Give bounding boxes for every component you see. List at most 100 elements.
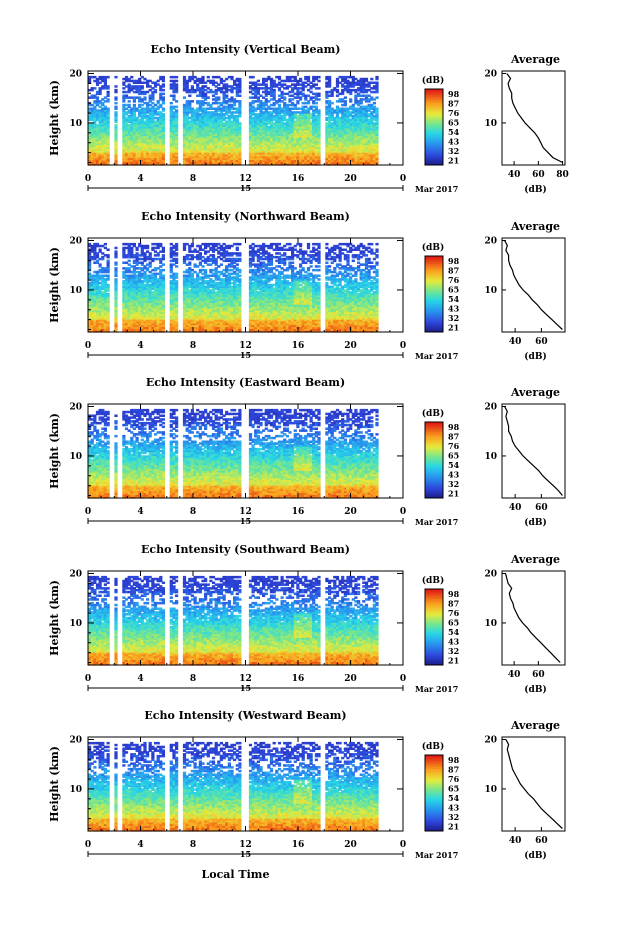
- average-y-tick-label: 10: [484, 119, 497, 129]
- heatmap-cell: [175, 80, 178, 83]
- heatmap-cell: [107, 254, 110, 257]
- heatmap-cell: [130, 76, 133, 79]
- heatmap-cell: [107, 284, 110, 287]
- heatmap-cell: [107, 85, 110, 88]
- heatmap-cell: [162, 113, 165, 116]
- heatmap-cell: [188, 95, 191, 98]
- colorbar-unit: (dB): [422, 75, 444, 86]
- heatmap-cell: [317, 109, 320, 112]
- heatmap-cell: [283, 96, 286, 99]
- heatmap-cell: [107, 293, 110, 296]
- heatmap-cell: [175, 83, 178, 86]
- heatmap-cell: [107, 76, 110, 79]
- heatmap-cell: [370, 78, 373, 81]
- colorbar-tick-label: 65: [448, 117, 459, 127]
- heatmap-cell: [114, 76, 117, 79]
- heatmap-cell: [99, 263, 102, 266]
- heatmap-cell: [201, 76, 204, 79]
- heatmap-cell: [207, 76, 210, 79]
- heatmap-cell: [273, 89, 276, 92]
- heatmap-cell: [375, 82, 378, 85]
- heatmap-cell: [114, 96, 117, 99]
- heatmap-cell: [230, 76, 233, 79]
- heatmap-cells: [88, 76, 379, 166]
- heatmap-cell: [317, 80, 320, 83]
- heatmap-cell: [265, 83, 268, 86]
- heatmap-cell: [162, 89, 165, 92]
- heatmap-cell: [349, 98, 352, 101]
- colorbar-tick-label: 54: [448, 127, 460, 137]
- heatmap-cell: [114, 278, 117, 281]
- heatmap-cell: [162, 263, 165, 266]
- x-tick-label: 0: [400, 174, 406, 184]
- heatmap-cell: [99, 249, 102, 252]
- heatmap-cell: [336, 89, 339, 92]
- average-profile-line: [507, 74, 563, 163]
- heatmap-cell: [317, 93, 320, 96]
- heatmap-cell: [315, 106, 318, 109]
- heatmap-cell: [278, 76, 281, 79]
- heatmap-cell: [225, 95, 228, 98]
- heatmap-cell: [159, 243, 162, 246]
- heatmap-cell: [114, 250, 117, 253]
- heatmap-cell: [175, 100, 178, 103]
- heatmap-cell: [114, 111, 117, 114]
- heatmap-cell: [114, 89, 117, 92]
- heatmap-cell: [175, 76, 178, 79]
- heatmap-cell: [344, 100, 347, 103]
- heatmap-cell: [133, 104, 136, 107]
- date-month-label: Mar 2017: [415, 184, 458, 194]
- colorbar-tick-label: 21: [448, 155, 459, 165]
- heatmap-cell: [162, 93, 165, 96]
- heatmap-cell: [183, 96, 186, 99]
- panel-2: Echo Intensity (Northward Beam)0 4 8 12 16 20…: [48, 210, 565, 362]
- heatmap-cell: [128, 100, 131, 103]
- heatmap-cell: [141, 85, 144, 88]
- heatmap-cell: [133, 243, 136, 246]
- heatmap-cell: [170, 102, 173, 105]
- heatmap-cell: [328, 76, 331, 79]
- heatmap-cell: [344, 96, 347, 99]
- average-y-tick-label: 20: [484, 69, 497, 79]
- heatmap-cell: [143, 96, 146, 99]
- heatmap-cell: [154, 89, 157, 92]
- heatmap-cell: [317, 87, 320, 90]
- average-frame: [502, 71, 565, 165]
- heatmap-cell: [149, 252, 152, 255]
- heatmap-cell: [107, 260, 110, 263]
- y-tick-label: 20: [69, 69, 82, 79]
- heatmap-cell: [375, 76, 378, 79]
- heatmap-cell: [175, 109, 178, 112]
- date-day-label: 15: [240, 183, 251, 193]
- heatmap-cell: [128, 104, 131, 107]
- heatmap-cell: [114, 102, 117, 105]
- heatmap-cell: [114, 106, 117, 109]
- heatmap-cell: [331, 102, 334, 105]
- heatmap-cell: [175, 106, 178, 109]
- heatmap-cell: [162, 108, 165, 111]
- heatmap-cells: [88, 243, 379, 333]
- heatmap-cell: [191, 100, 194, 103]
- heatmap-cell: [162, 96, 165, 99]
- colorbar-tick-label: 32: [448, 146, 459, 156]
- heatmap-cell: [107, 249, 110, 252]
- heatmap-cell: [252, 76, 255, 79]
- heatmap-cell: [375, 108, 378, 111]
- heatmap-cell: [183, 76, 186, 79]
- heatmap-cell: [365, 78, 368, 81]
- heatmap-cell: [162, 83, 165, 86]
- heatmap-cell: [172, 95, 175, 98]
- heatmap-cell: [107, 108, 110, 111]
- heatmap-cell: [104, 243, 107, 246]
- heatmap-cell: [114, 124, 117, 127]
- heatmap-cell: [114, 247, 117, 250]
- heatmap-cell: [373, 102, 376, 105]
- heatmap-cell: [107, 275, 110, 278]
- heatmap-cell: [146, 245, 149, 248]
- heatmap-cell: [162, 275, 165, 278]
- heatmap-cell: [114, 267, 117, 270]
- heatmap-cell: [315, 83, 318, 86]
- heatmap-cell: [307, 76, 310, 79]
- heatmap-cell: [375, 96, 378, 99]
- heatmap-cell: [238, 95, 241, 98]
